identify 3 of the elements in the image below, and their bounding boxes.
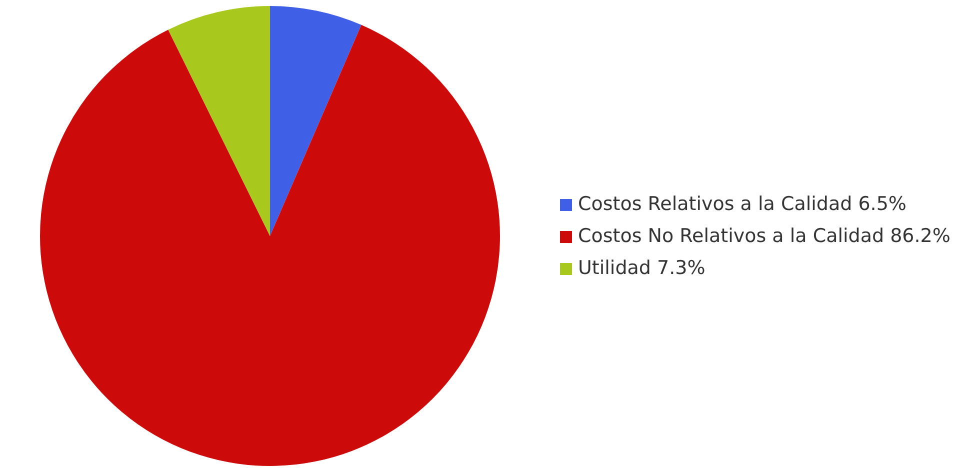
legend-label: Utilidad 7.3% <box>578 257 706 279</box>
legend-label: Costos Relativos a la Calidad 6.5% <box>578 193 906 215</box>
legend-label: Costos No Relativos a la Calidad 86.2% <box>578 225 950 247</box>
